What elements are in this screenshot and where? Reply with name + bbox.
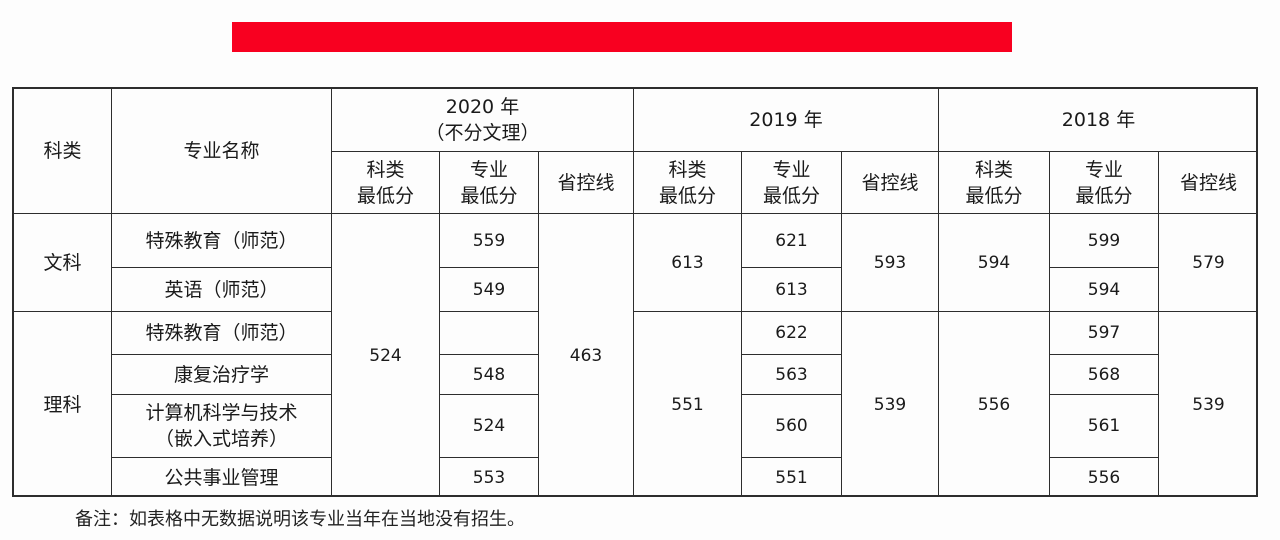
score-2019-major-min: 560 bbox=[742, 395, 842, 458]
score-2019-major-min: 563 bbox=[742, 355, 842, 395]
major-name: 康复治疗学 bbox=[112, 355, 332, 395]
header-control-line: 省控线 bbox=[539, 152, 634, 214]
score-2020-major-min: 548 bbox=[440, 355, 539, 395]
header-category-min: 科类 最低分 bbox=[332, 152, 440, 214]
score-2018-major-min: 568 bbox=[1050, 355, 1159, 395]
score-2019-major-min: 551 bbox=[742, 458, 842, 497]
admission-score-table: 科类 专业名称 2020 年（不分文理） 2019 年 2018 年科类 最低分 专业 最… bbox=[12, 87, 1258, 497]
header-major: 专业名称 bbox=[112, 89, 332, 214]
category-wenke: 文科 bbox=[14, 214, 112, 312]
header-major-min: 专业 最低分 bbox=[1050, 152, 1159, 214]
score-2019-major-min: 621 bbox=[742, 214, 842, 268]
major-name: 特殊教育（师范） bbox=[112, 214, 332, 268]
major-name: 特殊教育（师范） bbox=[112, 312, 332, 355]
score-2018-category-min: 556 bbox=[939, 312, 1050, 497]
table-footnote: 备注：如表格中无数据说明该专业当年在当地没有招生。 bbox=[75, 509, 525, 530]
year-sublabel: （不分文理） bbox=[425, 122, 540, 144]
score-2019-control: 593 bbox=[842, 214, 939, 312]
header-year-2020: 2020 年 （不分文理） bbox=[332, 89, 634, 152]
major-name: 计算机科学与技术 （嵌入式培养） bbox=[112, 395, 332, 458]
score-2019-major-min: 622 bbox=[742, 312, 842, 355]
category-like: 理科 bbox=[14, 312, 112, 497]
header-category-min: 科类 最低分 bbox=[634, 152, 742, 214]
score-2018-control: 539 bbox=[1192, 394, 1225, 415]
score-2019-category-min: 551 bbox=[634, 312, 742, 497]
redacted-title-banner bbox=[232, 22, 1012, 52]
score-2020-major-min: 549 bbox=[440, 268, 539, 312]
header-control-line: 省控线 bbox=[1159, 152, 1258, 214]
header-category-min: 科类 最低分 bbox=[939, 152, 1050, 214]
score-2020-major-min bbox=[440, 312, 539, 355]
score-2019-major-min: 613 bbox=[742, 268, 842, 312]
score-2019-control: 539 bbox=[842, 312, 939, 497]
header-category: 科类 bbox=[14, 89, 112, 214]
score-2020-control: 463 bbox=[539, 214, 634, 497]
major-name: 英语（师范） bbox=[112, 268, 332, 312]
header-year-2018: 2018 年 bbox=[939, 89, 1258, 152]
header-control-line: 省控线 bbox=[842, 152, 939, 214]
header-year-2019: 2019 年 bbox=[634, 89, 939, 152]
score-2019-category-min: 613 bbox=[634, 214, 742, 312]
score-2020-category-min: 524 bbox=[332, 214, 440, 497]
score-2018-category-min: 594 bbox=[939, 214, 1050, 312]
major-name: 公共事业管理 bbox=[112, 458, 332, 497]
score-2018-major-min: 561 bbox=[1050, 395, 1159, 458]
year-label: 2020 年 bbox=[445, 96, 520, 118]
score-2018-major-min: 599 bbox=[1050, 214, 1159, 268]
score-2020-major-min: 559 bbox=[440, 214, 539, 268]
score-2018-control: 579 bbox=[1159, 214, 1258, 312]
score-2020-major-min: 553 bbox=[440, 458, 539, 497]
header-major-min: 专业 最低分 bbox=[742, 152, 842, 214]
score-2018-major-min: 594 bbox=[1050, 268, 1159, 312]
score-2020-major-min: 524 bbox=[440, 395, 539, 458]
score-2018-major-min: 597 bbox=[1050, 312, 1159, 355]
score-2018-major-min: 556 bbox=[1050, 458, 1159, 497]
header-major-min: 专业 最低分 bbox=[440, 152, 539, 214]
